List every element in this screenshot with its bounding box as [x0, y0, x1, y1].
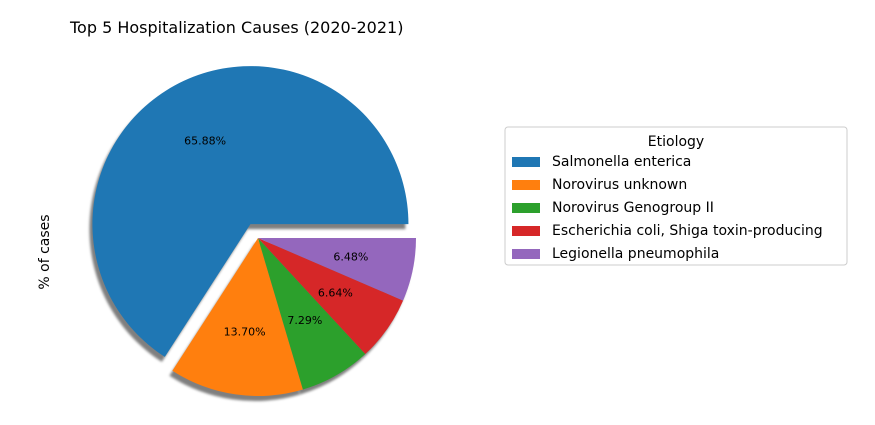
legend-swatch — [512, 249, 540, 259]
legend-swatch — [512, 203, 540, 213]
legend: Etiology Salmonella enterica Norovirus un… — [504, 126, 848, 266]
legend-title: Etiology — [648, 134, 704, 150]
legend-frame — [504, 126, 848, 266]
pct-label-salmonella-enterica: 65.88% — [184, 134, 226, 147]
legend-item-legionella-pneumophila: Legionella pneumophila — [512, 246, 719, 262]
legend-label: Norovirus unknown — [552, 177, 687, 193]
pie-slice-norovirus-unknown — [172, 238, 303, 396]
chart-title: Top 5 Hospitalization Causes (2020-2021) — [69, 18, 403, 37]
pie-slices — [92, 66, 416, 396]
legend-item-salmonella-enterica: Salmonella enterica — [512, 154, 691, 170]
pie-slice-legionella-pneumophila — [258, 238, 416, 301]
legend-item-norovirus-unknown: Norovirus unknown — [512, 177, 687, 193]
legend-label: Escherichia coli, Shiga toxin-producing — [552, 223, 823, 239]
legend-swatch — [512, 157, 540, 167]
pct-label-escherichia-coli-shiga-toxin-producing: 6.64% — [318, 286, 353, 299]
legend-swatch — [512, 180, 540, 190]
pie-percent-labels: 65.88% 13.70% 7.29% 6.64% 6.48% — [184, 134, 368, 338]
pct-label-legionella-pneumophila: 6.48% — [333, 251, 368, 264]
pct-label-norovirus-genogroup-ii: 7.29% — [287, 314, 322, 327]
y-axis-label: % of cases — [37, 214, 53, 289]
pie-slice-salmonella-enterica — [92, 66, 409, 357]
legend-item-norovirus-genogroup-ii: Norovirus Genogroup II — [512, 200, 714, 216]
legend-swatch — [512, 226, 540, 236]
pie-slice-escherichia-coli-shiga-toxin-producing — [258, 238, 404, 354]
legend-label: Legionella pneumophila — [552, 246, 719, 262]
legend-item-escherichia-coli-shiga-toxin-producing: Escherichia coli, Shiga toxin-producing — [512, 223, 823, 239]
pie-slice-norovirus-genogroup-ii — [258, 238, 366, 390]
pct-label-norovirus-unknown: 13.70% — [224, 325, 266, 338]
legend-label: Norovirus Genogroup II — [552, 200, 714, 216]
legend-label: Salmonella enterica — [552, 154, 691, 170]
